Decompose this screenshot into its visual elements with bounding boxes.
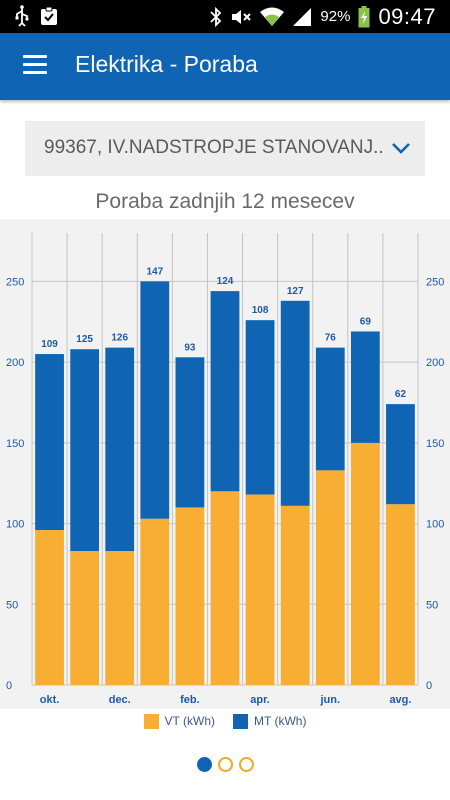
bar-data-label: 126 [111,333,128,344]
bar-segment-vt [105,551,135,685]
bluetooth-icon [210,6,222,27]
y-tick-label-left: 0 [6,680,12,692]
bar-segment-mt [140,281,170,519]
y-tick-label-left: 150 [6,438,24,450]
y-tick-label-right: 100 [426,519,444,531]
chevron-down-icon [392,143,410,154]
status-bar: 92% 09:47 [0,0,450,33]
x-tick-label: apr. [250,694,270,706]
bar-segment-vt [140,518,170,685]
consumption-chart: 0 0 50 50 100 100 150 150 200 200 250 250 109 okt. 125… [0,219,450,709]
bar-segment-mt [350,331,380,443]
status-clock: 09:47 [378,3,436,29]
y-tick-label-left: 200 [6,357,24,369]
x-tick-label: avg. [389,694,411,706]
y-tick-label-left: 100 [6,519,24,531]
bar-data-label: 108 [252,305,269,316]
bar-segment-vt [350,442,380,685]
y-tick-label-left: 250 [6,276,24,288]
bar-data-label: 76 [325,333,337,344]
y-tick-label-right: 50 [426,599,438,611]
page-dot-1[interactable] [196,757,212,772]
battery-percent: 92% [320,8,351,25]
signal-icon [293,7,312,26]
y-tick-label-left: 50 [6,599,18,611]
meter-selector-value: 99367, IV.NADSTROPJE STANOVANJ... [44,137,384,158]
usb-icon [15,5,29,27]
y-tick-label-right: 0 [426,680,432,692]
x-tick-label: dec. [109,694,131,706]
x-tick-label: okt. [40,694,60,706]
bar-segment-vt [35,530,64,685]
bar-segment-mt [70,349,100,552]
bar-data-label: 109 [41,339,58,350]
chart-title: Poraba zadnjih 12 mesecev [95,190,355,213]
wifi-icon [260,7,285,26]
y-tick-label-right: 200 [426,357,444,369]
bar-segment-vt [175,507,205,685]
hamburger-menu-icon[interactable] [23,55,47,75]
bar-data-label: 124 [217,276,234,287]
bar-segment-vt [245,494,275,685]
bar-data-label: 69 [360,316,372,327]
bar-data-label: 125 [76,334,93,345]
page-dot-2[interactable] [217,757,233,772]
legend-item-mt: MT (kWh) [233,713,307,729]
y-tick-label-right: 150 [426,438,444,450]
mute-icon [232,9,252,24]
bar-segment-vt [210,491,240,685]
consumption-chart-svg: 0 0 50 50 100 100 150 150 200 200 250 250 109 okt. 125… [6,233,444,706]
legend-item-vt: VT (kWh) [143,713,215,729]
page-title: Elektrika - Poraba [75,51,258,77]
x-tick-label: jun. [319,694,340,706]
meter-selector-dropdown[interactable]: 99367, IV.NADSTROPJE STANOVANJ... [25,121,425,176]
bar-segment-mt [210,291,240,492]
bar-segment-mt [315,347,345,471]
bar-segment-mt [245,320,275,495]
bar-segment-vt [280,505,310,685]
bar-segment-mt [280,300,310,506]
task-clipboard-icon [41,6,57,25]
bar-data-label: 127 [287,286,304,297]
x-tick-label: feb. [180,694,200,706]
page-indicator [0,757,450,772]
bar-data-label: 147 [146,266,163,277]
bar-segment-mt [105,347,135,552]
app-bar: Elektrika - Poraba [0,33,450,100]
bar-segment-vt [386,504,415,685]
legend-swatch-mt [233,713,248,729]
battery-charging-icon [358,5,370,27]
bar-segment-vt [315,470,345,685]
bar-data-label: 62 [395,389,407,400]
bar-data-label: 93 [184,342,196,353]
legend-swatch-vt [143,713,159,729]
y-tick-label-right: 250 [426,276,444,288]
bar-segment-mt [175,357,205,508]
legend-label-mt: MT (kWh) [254,714,307,728]
page-dot-3[interactable] [238,757,254,772]
bar-segment-vt [70,551,100,685]
status-system: 92% 09:47 [210,0,436,33]
legend-label-vt: VT (kWh) [164,714,215,728]
bar-segment-mt [386,404,415,505]
bar-segment-mt [35,354,64,531]
status-notifications [14,5,58,27]
chart-legend: VT (kWh) MT (kWh) [0,711,450,731]
